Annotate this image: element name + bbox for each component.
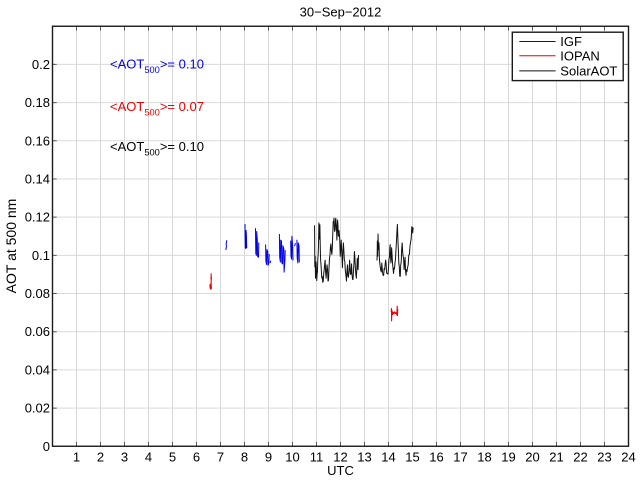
svg-text:<AOT500>= 0.07: <AOT500>= 0.07: [110, 99, 204, 118]
svg-text:0.1: 0.1: [32, 248, 50, 263]
svg-text:14: 14: [381, 450, 395, 465]
svg-text:0.12: 0.12: [25, 210, 50, 225]
svg-text:<AOT500>= 0.10: <AOT500>= 0.10: [110, 57, 204, 76]
svg-text:24: 24: [621, 450, 635, 465]
svg-text:30−Sep−2012: 30−Sep−2012: [300, 5, 382, 20]
svg-text:13: 13: [357, 450, 371, 465]
svg-text:20: 20: [525, 450, 539, 465]
svg-text:17: 17: [453, 450, 467, 465]
svg-text:23: 23: [597, 450, 611, 465]
svg-text:<AOT500>= 0.10: <AOT500>= 0.10: [110, 139, 204, 158]
svg-text:AOT at 500 nm: AOT at 500 nm: [3, 199, 19, 294]
svg-text:21: 21: [549, 450, 563, 465]
svg-text:0.06: 0.06: [25, 324, 50, 339]
svg-text:0.2: 0.2: [32, 57, 50, 72]
svg-text:19: 19: [501, 450, 515, 465]
svg-text:0.02: 0.02: [25, 401, 50, 416]
svg-text:4: 4: [145, 450, 152, 465]
svg-text:1: 1: [73, 450, 80, 465]
svg-text:6: 6: [193, 450, 200, 465]
svg-text:8: 8: [241, 450, 248, 465]
svg-text:3: 3: [121, 450, 128, 465]
svg-text:IGF: IGF: [560, 34, 582, 49]
svg-text:10: 10: [285, 450, 299, 465]
svg-text:22: 22: [573, 450, 587, 465]
svg-text:2: 2: [97, 450, 104, 465]
svg-text:0: 0: [43, 439, 50, 454]
svg-text:0.04: 0.04: [25, 362, 50, 377]
svg-text:18: 18: [477, 450, 491, 465]
svg-text:SolarAOT: SolarAOT: [560, 64, 617, 79]
svg-text:UTC: UTC: [327, 463, 354, 478]
svg-text:15: 15: [405, 450, 419, 465]
svg-text:11: 11: [310, 450, 324, 465]
svg-text:16: 16: [429, 450, 443, 465]
svg-text:9: 9: [265, 450, 272, 465]
svg-text:0.18: 0.18: [25, 95, 50, 110]
svg-text:0.16: 0.16: [25, 133, 50, 148]
svg-text:IOPAN: IOPAN: [560, 48, 600, 63]
svg-text:0.14: 0.14: [25, 171, 50, 186]
svg-text:7: 7: [217, 450, 224, 465]
svg-text:12: 12: [333, 450, 347, 465]
svg-text:5: 5: [169, 450, 176, 465]
svg-text:0.08: 0.08: [25, 286, 50, 301]
